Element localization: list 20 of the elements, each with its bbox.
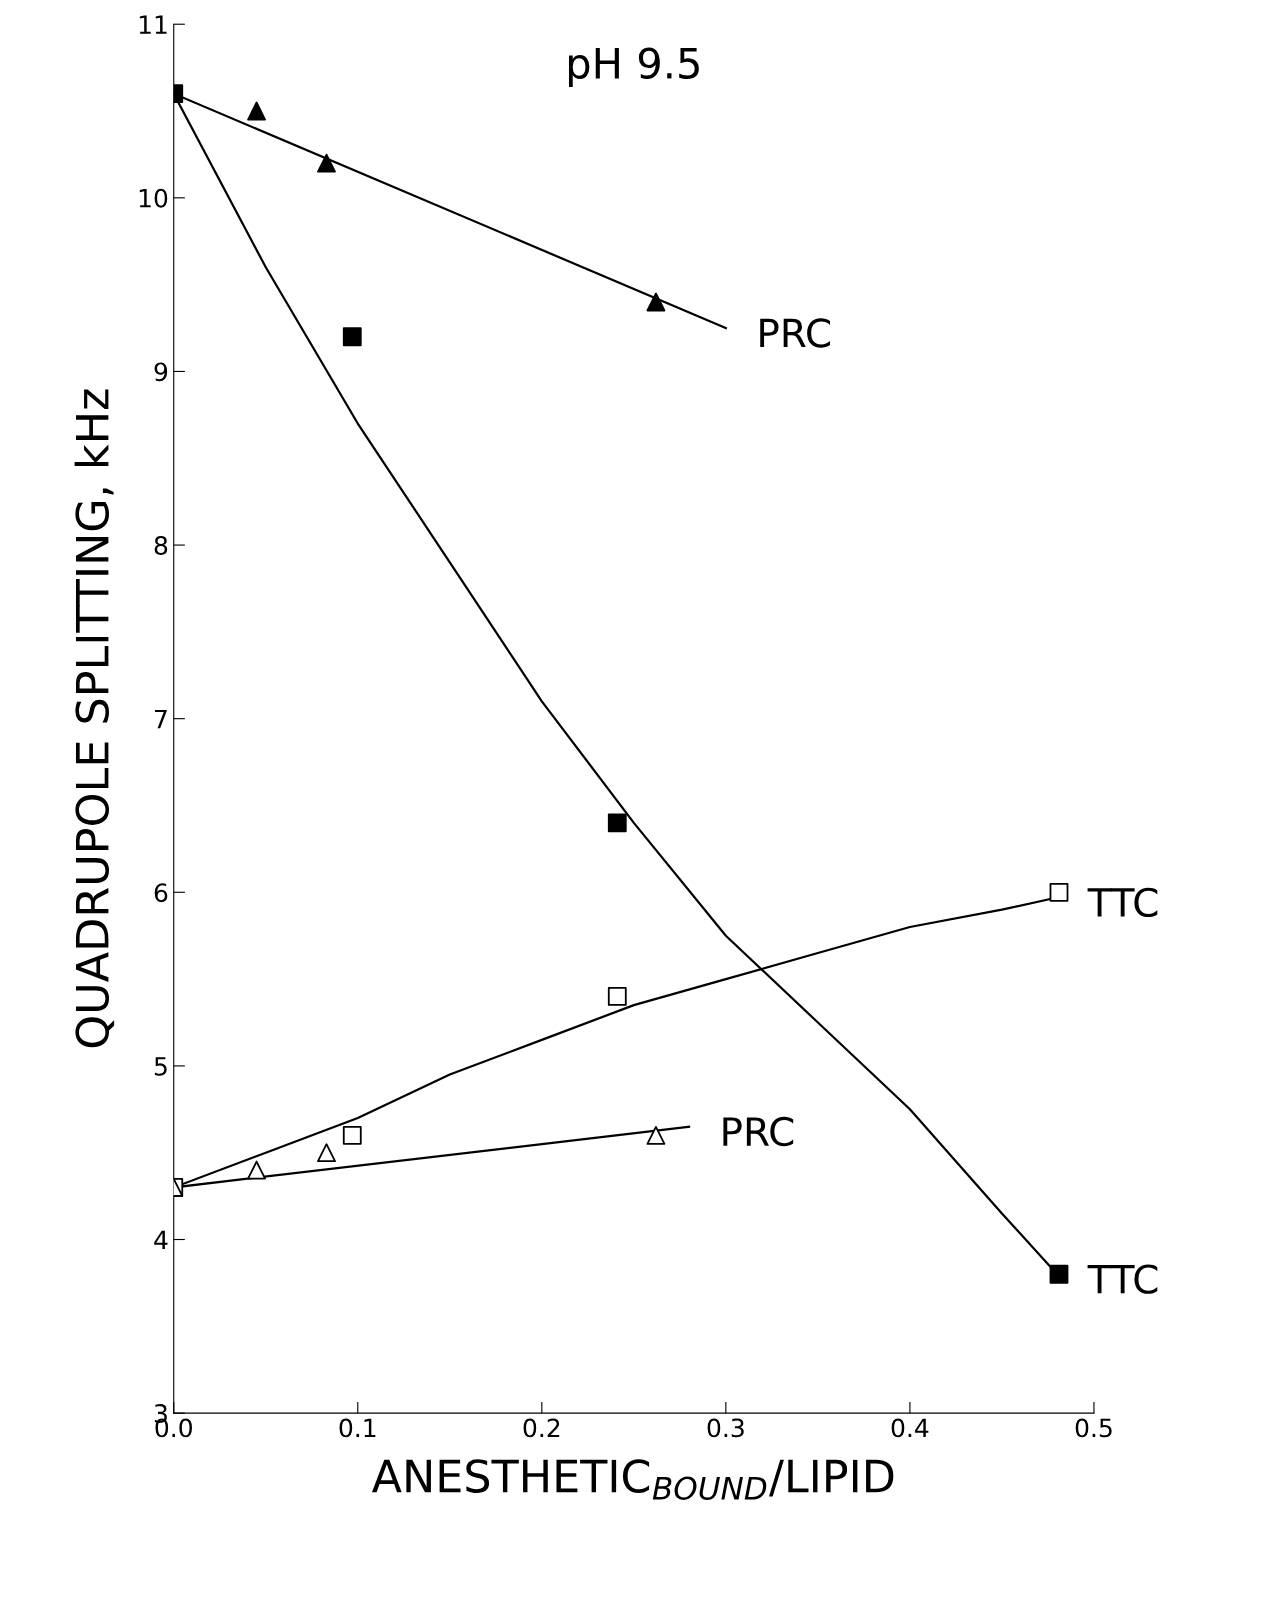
- x-axis-title: ANESTHETIC$_{BOUND}$/LIPID: [371, 1459, 894, 1501]
- y-tick-label: 6: [154, 883, 168, 903]
- series-label: TTC: [1087, 887, 1158, 918]
- x-tick-label: 0.2: [523, 1418, 560, 1438]
- y-tick-label: 10: [139, 188, 168, 208]
- x-tick-label: 0.5: [1075, 1418, 1112, 1438]
- y-tick-label: 7: [155, 709, 167, 729]
- y-tick-label: 5: [154, 1057, 167, 1076]
- series-label: PRC: [760, 318, 830, 348]
- text: pH 9.5: [568, 47, 699, 88]
- y-tick-label: 9: [154, 362, 168, 382]
- y-tick-label: 11: [139, 15, 167, 34]
- x-tick-label: 0.4: [891, 1418, 929, 1438]
- x-tick-label: 0.1: [339, 1418, 376, 1438]
- y-tick-label: 8: [154, 536, 168, 555]
- series-label: PRC: [723, 1116, 794, 1147]
- series-label: TTC: [1087, 1264, 1158, 1294]
- x-tick-label: 0.3: [707, 1418, 744, 1438]
- y-tick-label: 4: [154, 1230, 168, 1250]
- y-axis-title: QUADRUPOLE SPLITTING, kHz: [74, 389, 115, 1048]
